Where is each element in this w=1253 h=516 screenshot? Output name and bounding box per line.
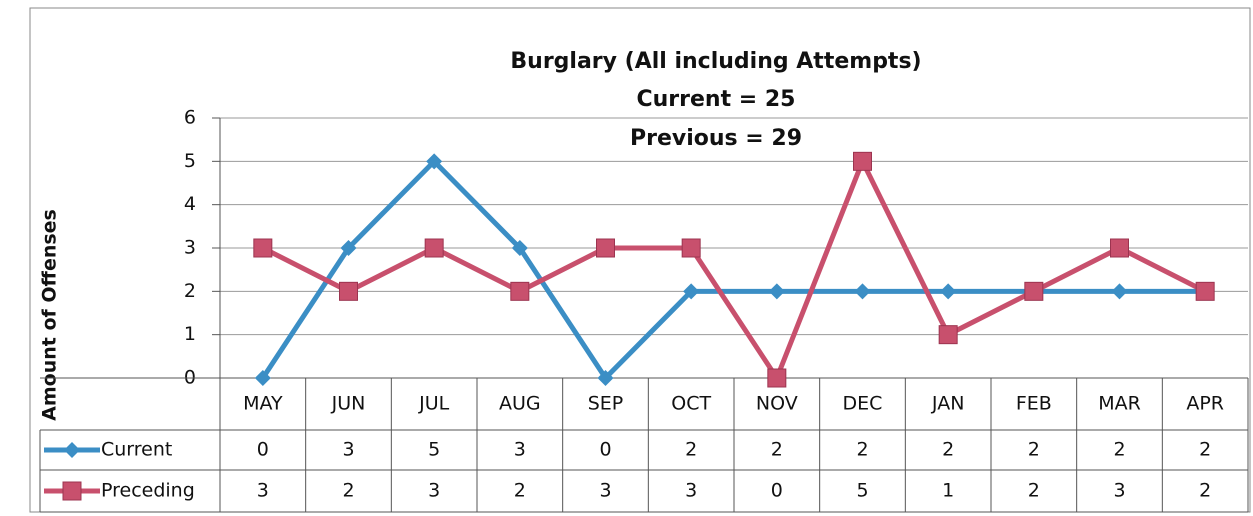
y-tick-label: 3 [184, 237, 196, 259]
legend-label: Preceding [101, 480, 195, 502]
marker [253, 238, 273, 258]
marker [767, 368, 787, 388]
table-value: 2 [942, 439, 954, 461]
x-tick-label: NOV [756, 393, 798, 415]
series-line [261, 158, 1207, 381]
y-tick-label: 5 [184, 150, 196, 172]
series-line [260, 158, 1206, 381]
marker [681, 238, 701, 258]
marker [854, 283, 871, 300]
marker [340, 240, 357, 256]
x-tick-label: JUL [418, 393, 450, 415]
table-value: 2 [1028, 439, 1040, 461]
table-value: 2 [771, 439, 783, 461]
chart-subtitle: Previous = 29 [630, 126, 802, 151]
marker [597, 370, 614, 386]
table-value: 5 [856, 480, 868, 502]
marker [254, 370, 271, 386]
marker [938, 325, 958, 345]
marker [511, 240, 528, 256]
table-value: 0 [257, 439, 269, 461]
x-tick-label: MAR [1098, 393, 1141, 415]
y-axis-label: Amount of Offenses [39, 209, 61, 421]
x-tick-label: DEC [843, 393, 883, 415]
x-tick-label: JUN [331, 393, 366, 415]
x-tick-label: OCT [671, 393, 711, 415]
table-value: 0 [771, 480, 783, 502]
y-tick-label: 4 [184, 193, 196, 215]
marker [1195, 281, 1215, 301]
y-tick-label: 2 [184, 280, 196, 302]
x-tick-label: APR [1186, 393, 1224, 415]
table-value: 2 [342, 480, 354, 502]
marker [426, 153, 443, 170]
chart-subtitle: Current = 25 [637, 87, 796, 112]
marker [1111, 283, 1128, 300]
marker [768, 283, 785, 300]
y-tick-label: 1 [184, 323, 196, 345]
table-value: 2 [856, 439, 868, 461]
marker [940, 283, 957, 300]
table-value: 3 [342, 439, 354, 461]
table-value: 2 [1199, 439, 1211, 461]
marker [1110, 238, 1129, 258]
table-value: 3 [428, 480, 440, 502]
marker [596, 238, 615, 258]
x-tick-label: FEB [1016, 393, 1052, 415]
marker [424, 238, 444, 258]
table-value: 1 [942, 480, 954, 502]
marker [853, 151, 872, 171]
table-value: 2 [685, 439, 697, 461]
chart-title: Burglary (All including Attempts) [510, 49, 921, 74]
table-value: 3 [685, 480, 697, 502]
x-tick-label: AUG [499, 393, 541, 415]
y-tick-label: 6 [184, 107, 196, 129]
x-tick-label: SEP [588, 393, 624, 415]
table-value: 0 [599, 439, 611, 461]
table-value: 3 [257, 480, 269, 502]
marker [62, 481, 82, 501]
table-value: 2 [1113, 439, 1125, 461]
x-tick-label: MAY [243, 393, 283, 415]
table-value: 2 [1199, 480, 1211, 502]
marker [510, 281, 530, 301]
table-value: 3 [1113, 480, 1125, 502]
legend-label: Current [101, 439, 172, 461]
table-value: 2 [1028, 480, 1040, 502]
table-value: 3 [514, 439, 526, 461]
marker [339, 281, 358, 301]
marker [64, 442, 80, 458]
table-value: 2 [514, 480, 526, 502]
x-tick-label: JAN [931, 393, 964, 415]
marker [683, 283, 700, 300]
table-value: 5 [428, 439, 440, 461]
table-value: 3 [599, 480, 611, 502]
marker [1024, 281, 1044, 301]
chart-frame [29, 7, 1251, 513]
